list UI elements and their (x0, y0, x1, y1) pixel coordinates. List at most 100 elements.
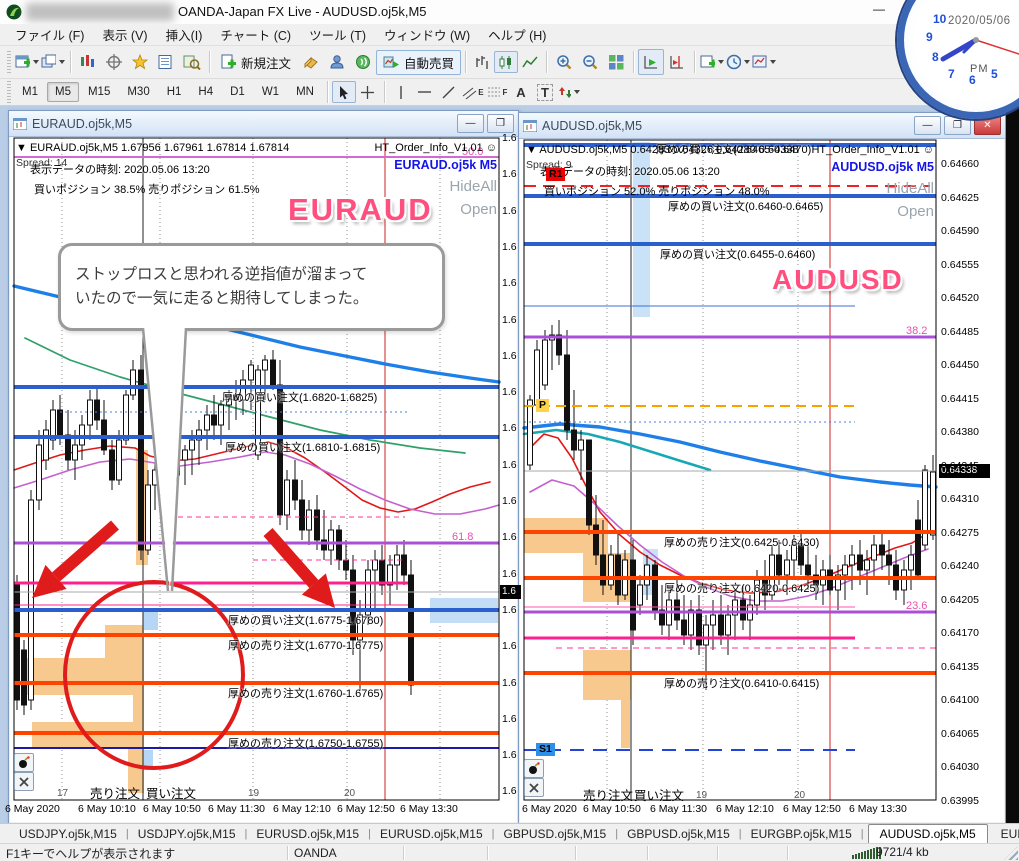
chevron-down-icon (59, 60, 65, 64)
chevron-down-icon (770, 60, 777, 64)
auto-trade-button[interactable]: 自動売買 (376, 49, 462, 75)
candle-chart-button[interactable] (494, 51, 519, 73)
market-watch-button[interactable] (75, 49, 101, 75)
toolbar-grip[interactable] (7, 51, 11, 73)
tab-separator: | (860, 827, 864, 840)
zoom-out-button[interactable] (577, 49, 603, 75)
add-indicator-button[interactable] (699, 49, 725, 75)
window-title: OANDA-Japan FX Live - AUDUSD.oj5k,M5 (178, 4, 427, 19)
menu-item[interactable]: ウィンドウ (W) (384, 29, 471, 43)
clock-hands (940, 37, 1019, 62)
chart-shift-button[interactable] (664, 49, 690, 75)
audusd-window-titlebar[interactable]: AUDUSD.oj5k,M5 — ❐ ✕ (519, 113, 1005, 139)
tab-separator: | (738, 827, 742, 840)
resize-grip[interactable] (1004, 846, 1018, 860)
zoom-in-button[interactable] (551, 49, 577, 75)
menu-item[interactable]: 表示 (V) (102, 29, 148, 43)
chart-icon (13, 117, 27, 130)
chevron-down-icon (718, 60, 725, 64)
chart-tab[interactable]: USDJPY.oj5k,M15 (19, 826, 117, 841)
line-chart-button[interactable] (518, 51, 542, 73)
timeframe-mn[interactable]: MN (296, 86, 314, 98)
chart-tab[interactable]: GBPUSD.oj5k,M15 (503, 826, 607, 841)
menu-item[interactable]: ツール (T) (309, 29, 367, 43)
cursor-tool[interactable] (331, 81, 356, 103)
euraud-chart-area[interactable] (10, 137, 517, 822)
title-bar: OANDA-Japan FX Live - AUDUSD.oj5k,M5 — (0, 0, 1019, 25)
crosshair-tool[interactable] (356, 81, 380, 103)
status-traffic: 9721/4 kb (876, 845, 929, 859)
fibo-tool[interactable]: F (487, 87, 508, 97)
status-cell (488, 846, 576, 860)
minimize-button[interactable]: — (914, 116, 941, 135)
status-cell (648, 846, 718, 860)
timeframe-h4[interactable]: H4 (198, 86, 214, 98)
arrows-tool[interactable] (557, 81, 581, 103)
minimize-button[interactable]: — (873, 2, 885, 16)
timeframe-w1[interactable]: W1 (261, 86, 280, 98)
chart-tab[interactable]: USDJPY.oj5k,M15 (137, 826, 236, 841)
broadcast-button[interactable] (350, 49, 376, 75)
toolbar-standard: 新規注文 自動売買 (0, 46, 1019, 79)
tile-windows-button[interactable] (603, 49, 629, 75)
channel-tool[interactable]: E (461, 81, 485, 103)
periods-button[interactable] (725, 49, 751, 75)
restore-button[interactable]: ❐ (487, 114, 514, 133)
data-window-button[interactable] (101, 49, 127, 75)
clock-number: 9 (926, 30, 933, 44)
chevron-down-icon (744, 60, 751, 64)
auto-scroll-button[interactable] (638, 49, 665, 75)
status-help: F1キーでヘルプが表示されます (0, 846, 288, 860)
chart-tab-active[interactable]: AUDUSD.oj5k,M5 (867, 823, 988, 844)
tab-separator: | (615, 827, 619, 840)
timeframe-d1[interactable]: D1 (230, 86, 245, 98)
timeframe-m30[interactable]: M30 (127, 86, 150, 98)
menu-bar: ファイル (F) 表示 (V) 挿入(I) チャート (C) ツール (T) ウィンドウ … (0, 24, 1019, 46)
chart-tab[interactable]: EURGBP.oj5k,M15 (750, 826, 852, 841)
timeframe-m5[interactable]: M5 (46, 82, 79, 102)
hline-tool[interactable] (413, 81, 437, 103)
new-order-button[interactable]: 新規注文 (214, 50, 298, 75)
timeframe-m15[interactable]: M15 (87, 86, 111, 98)
clock-number: 6 (969, 73, 976, 87)
tab-separator: | (368, 827, 371, 840)
toolbar-grip[interactable] (7, 81, 11, 103)
clock-date: 2020/05/06 (948, 15, 1011, 27)
text-tool[interactable]: A (516, 84, 526, 100)
audusd-chart-area[interactable] (520, 139, 1004, 822)
status-cell (718, 846, 788, 860)
templates-button[interactable] (751, 49, 777, 75)
chart-tab[interactable]: EURUSD.oj5k,M15 (256, 826, 360, 841)
text-label-tool[interactable]: T (533, 81, 557, 103)
vline-tool[interactable] (389, 81, 413, 103)
clock-number: 5 (991, 67, 998, 81)
trendline-tool[interactable] (437, 81, 461, 103)
profiles-button[interactable] (40, 49, 66, 75)
chart-tab[interactable]: EURUSD.oj5k,M15 (379, 826, 483, 841)
tab-bar: USDJPY.oj5k,M15 | USDJPY.oj5k,M15 | EURUSD.o… (0, 823, 1019, 844)
chart-tab[interactable]: GBPUSD.oj5k,M15 (627, 826, 730, 841)
euraud-window-titlebar[interactable]: EURAUD.oj5k,M5 — ❐ (9, 111, 518, 137)
menu-item[interactable]: 挿入(I) (165, 29, 203, 43)
timeframe-h1[interactable]: H1 (166, 86, 182, 98)
new-chart-button[interactable] (14, 49, 40, 75)
restore-button[interactable]: ❐ (944, 116, 971, 135)
connection-icon (852, 847, 881, 859)
status-cell (404, 846, 488, 860)
terminal-button[interactable] (153, 49, 179, 75)
menu-item[interactable]: ファイル (F) (15, 29, 85, 43)
menu-item[interactable]: ヘルプ (H) (488, 29, 547, 43)
navigator-button[interactable] (127, 49, 153, 75)
clock-number: 10 (933, 12, 947, 26)
timeframe-m1[interactable]: M1 (22, 86, 38, 98)
chevron-down-icon (573, 90, 580, 94)
chart-tab[interactable]: EURA (1000, 826, 1019, 841)
contacts-button[interactable] (324, 49, 350, 75)
minimize-button[interactable]: — (457, 114, 484, 133)
menu-item[interactable]: チャート (C) (220, 29, 292, 43)
chevron-down-icon (33, 60, 39, 64)
bar-chart-button[interactable] (470, 51, 494, 73)
history-center-button[interactable] (298, 49, 324, 75)
strategy-tester-button[interactable] (179, 49, 205, 75)
chart-icon (523, 119, 537, 132)
